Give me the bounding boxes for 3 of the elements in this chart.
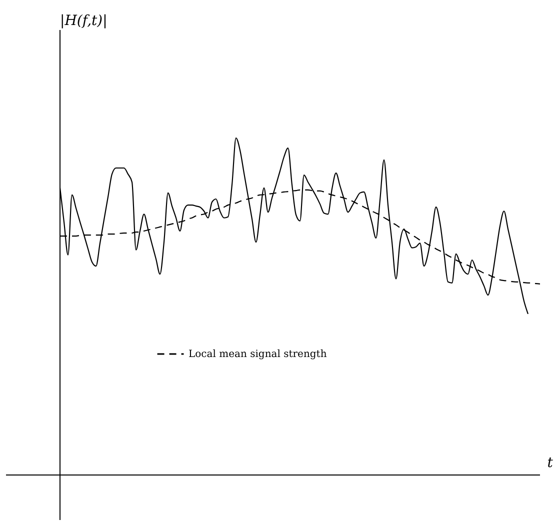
text: |H(f,t)| [60,13,108,29]
legend-label: Local mean signal strength [188,348,328,360]
x-axis-title: t [547,455,554,471]
